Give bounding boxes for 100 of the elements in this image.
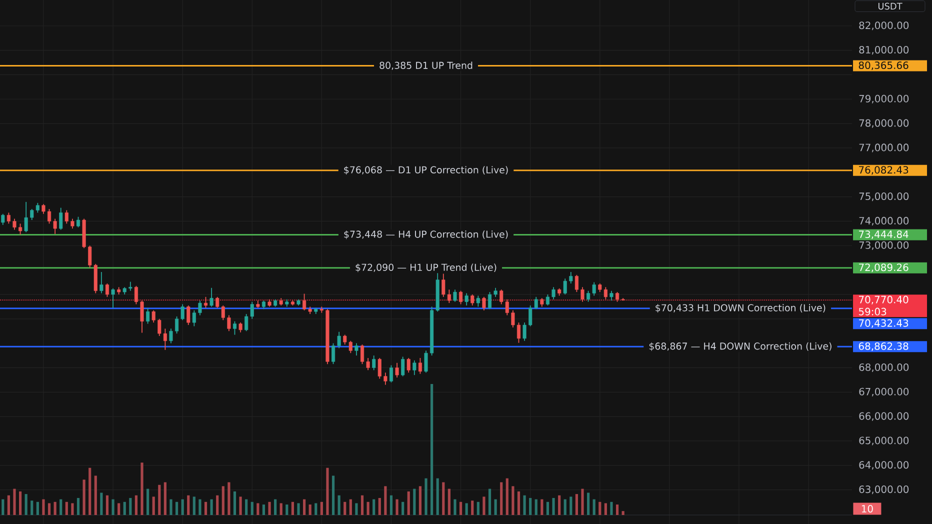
bar [210,499,213,515]
bar [280,503,282,515]
candlestick [610,290,614,302]
candlestick [389,364,393,383]
candlestick [546,294,550,306]
candlestick [580,286,584,302]
candlestick [401,356,405,377]
bar [482,496,486,515]
bar [355,503,358,515]
text: 70,770.40 [859,296,908,304]
bar [540,499,544,515]
text: 76,082.43 [859,166,908,175]
bar [459,502,462,515]
candlestick [332,342,336,365]
y-tick-label: 79,000.00 [859,94,909,104]
bar [256,503,260,515]
bar [402,502,404,515]
bar [134,495,138,515]
bar [36,502,39,515]
bar [187,495,190,515]
candlestick [366,358,370,371]
candlestick [482,296,486,311]
candlestick [232,320,237,336]
candlestick [453,289,457,302]
bar [465,503,468,515]
candlestick [128,281,132,292]
candlestick [378,358,382,380]
bar [164,482,166,515]
candlestick [412,360,416,376]
bar [158,484,161,515]
candlestick [146,307,150,324]
bar [18,491,22,515]
candlestick [406,358,410,374]
candlestick [59,207,63,230]
candlestick [494,287,498,298]
y-tick-label: 64,000.00 [859,461,909,470]
bar [146,488,150,515]
bar [106,495,109,515]
y-tick-label: 65,000.00 [859,436,909,446]
bar [204,502,208,515]
bar [88,468,92,515]
bar [575,494,578,515]
bar [94,476,97,515]
text: 72,089.26 [859,264,908,272]
bar [123,502,126,515]
bar [175,502,178,515]
candlestick [516,322,521,344]
candlestick [152,310,156,324]
ref-line-label: $70,433 H1 DOWN Correction (Live) [656,304,826,313]
bar [48,503,51,515]
bar [286,504,288,515]
candlestick [24,201,28,233]
bar [546,502,550,515]
candlestick [18,223,22,236]
candlestick [180,304,184,321]
bar [622,511,624,515]
ref-line-label: $68,867 — H4 DOWN Correction (Live) [649,342,832,351]
text: 80,365.66 [858,61,908,70]
bar [564,499,566,515]
bar [181,499,184,515]
bar [442,482,445,515]
bar [407,491,410,515]
candlestick [100,272,104,294]
bar [250,502,254,515]
y-tick-label: 75,000.00 [859,192,909,202]
text: 73,444.84 [859,230,908,240]
bar [118,503,120,515]
ref-line-label: $76,068 — D1 UP Correction (Live) [344,166,508,175]
bar [222,486,224,515]
candlestick [569,272,573,284]
bar [152,496,155,515]
bar [390,495,393,515]
candlestick [140,300,144,334]
y-tick-label: 81,000.00 [859,46,909,55]
bar [349,499,352,515]
bar [262,504,266,515]
bar [326,468,329,515]
bar [500,482,503,515]
candlestick [53,218,57,234]
bar [297,503,300,515]
bar [7,495,10,515]
bar [291,502,294,515]
bar [512,486,514,515]
bar [592,499,596,515]
bar [314,503,318,515]
candlestick [418,358,422,374]
bar [471,500,474,515]
candlestick [227,314,231,332]
candlestick [6,212,10,224]
candlestick [320,306,324,314]
candlestick [186,305,190,326]
bar [586,492,590,515]
bar [112,499,114,515]
bar [228,482,230,515]
bar [360,495,364,515]
candlestick [105,283,109,298]
bar [320,502,323,515]
bar [581,488,584,515]
candlestick [522,322,526,342]
bar [558,495,561,515]
